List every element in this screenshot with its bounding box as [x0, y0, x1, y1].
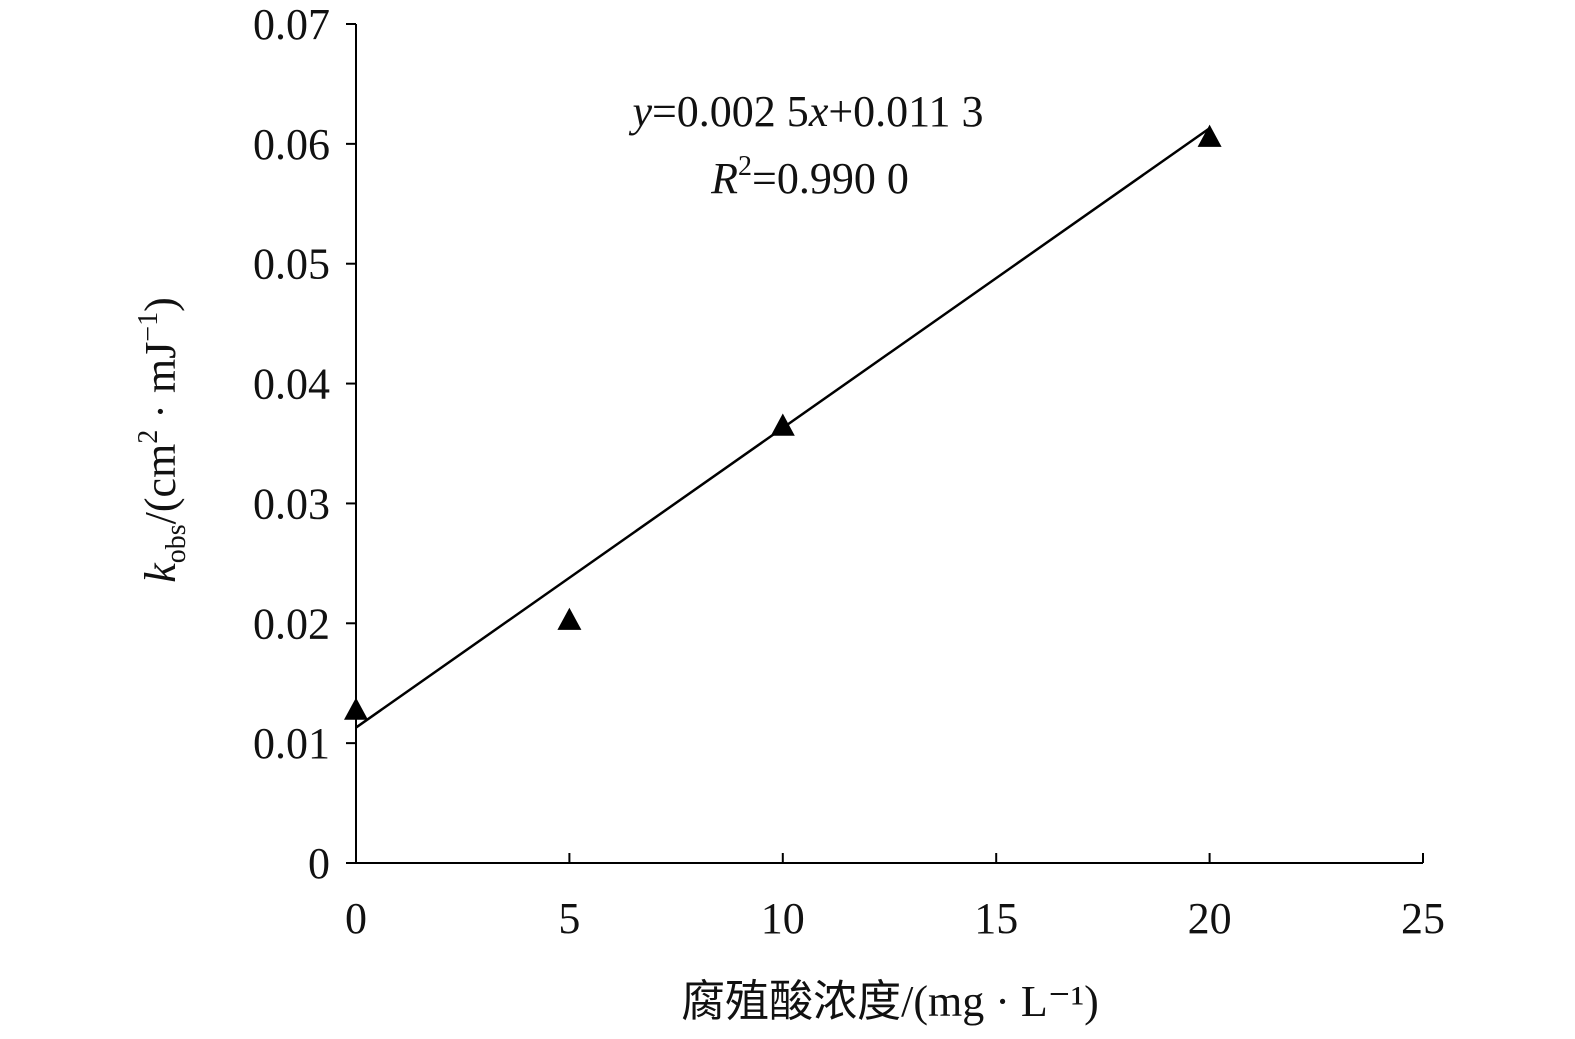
y-tick-label: 0.01 [253, 719, 330, 768]
x-tick-label: 0 [345, 894, 367, 943]
y-tick-label: 0.03 [253, 479, 330, 528]
x-tick-label: 10 [761, 894, 805, 943]
y-tick-label: 0.06 [253, 120, 330, 169]
r-squared: R2=0.990 0 [710, 151, 909, 203]
data-point-triangle [344, 697, 368, 720]
data-point-triangle [1197, 124, 1222, 147]
y-tick-label: 0.02 [253, 599, 330, 648]
y-tick-label: 0.04 [253, 360, 330, 409]
data-points [344, 124, 1222, 720]
regression-equation: y=0.002 5x+0.011 3 [628, 87, 983, 136]
y-axis-ticks: 0 0.01 0.02 0.03 0.04 0.05 0.06 0.07 [253, 0, 356, 888]
x-axis-title: 腐殖酸浓度/(mg · L⁻¹) [681, 977, 1099, 1026]
x-tick-label: 25 [1401, 894, 1445, 943]
y-tick-label: 0.07 [253, 0, 330, 49]
y-tick-label: 0.05 [253, 240, 330, 289]
x-axis-ticks: 0 5 10 15 20 25 [345, 853, 1445, 943]
y-axis-title: kobs/(cm2 · mJ−1) [133, 297, 192, 583]
x-tick-label: 15 [974, 894, 1018, 943]
x-tick-label: 5 [558, 894, 580, 943]
data-point-triangle [770, 413, 795, 436]
axes: 0 0.01 0.02 0.03 0.04 0.05 0.06 0.07 0 5 10 15 20 25 [253, 0, 1445, 943]
y-tick-label: 0 [308, 839, 330, 888]
data-point-triangle [557, 607, 582, 630]
x-tick-label: 20 [1188, 894, 1232, 943]
